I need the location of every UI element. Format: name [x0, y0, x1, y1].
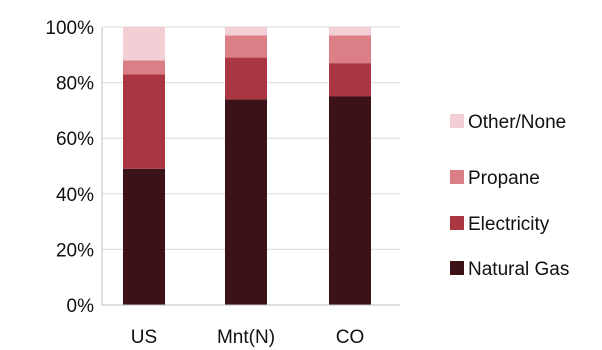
- legend-label: Propane: [468, 168, 540, 189]
- legend-swatch: [450, 216, 464, 230]
- bar-segment-propane: [329, 35, 371, 64]
- bar-segment-other-none: [329, 27, 371, 36]
- bar-segment-propane: [225, 35, 267, 58]
- bar-segment-electricity: [225, 57, 267, 100]
- y-tick-label: 60%: [56, 129, 94, 150]
- y-tick-label: 40%: [56, 185, 94, 206]
- bar-segment-natural-gas: [329, 96, 371, 305]
- legend-swatch: [450, 261, 464, 275]
- bar-segment-natural-gas: [225, 99, 267, 305]
- y-tick-label: 0%: [67, 296, 95, 317]
- x-category-label: Mnt(N): [217, 327, 275, 348]
- y-tick-label: 20%: [56, 240, 94, 261]
- bar-segment-electricity: [123, 74, 165, 169]
- bar-segment-other-none: [123, 27, 165, 61]
- legend-label: Electricity: [468, 214, 550, 235]
- bar-layer: [123, 27, 371, 305]
- x-category-label: CO: [336, 327, 365, 348]
- y-tick-label: 100%: [45, 18, 94, 39]
- legend-label: Natural Gas: [468, 259, 569, 280]
- axis-layer: [101, 27, 400, 306]
- bar-segment-propane: [123, 60, 165, 75]
- x-category-labels: US Mnt(N) CO: [131, 327, 364, 348]
- legend: Other/None Propane Electricity Natural Gas: [450, 112, 569, 280]
- y-tick-labels: 0% 20% 40% 60% 80% 100%: [45, 18, 94, 317]
- legend-swatch: [450, 114, 464, 128]
- x-category-label: US: [131, 327, 157, 348]
- bar-segment-natural-gas: [123, 168, 165, 305]
- legend-label: Other/None: [468, 112, 566, 133]
- bar-segment-other-none: [225, 27, 267, 36]
- y-tick-label: 80%: [56, 74, 94, 95]
- legend-swatch: [450, 170, 464, 184]
- bar-segment-electricity: [329, 63, 371, 97]
